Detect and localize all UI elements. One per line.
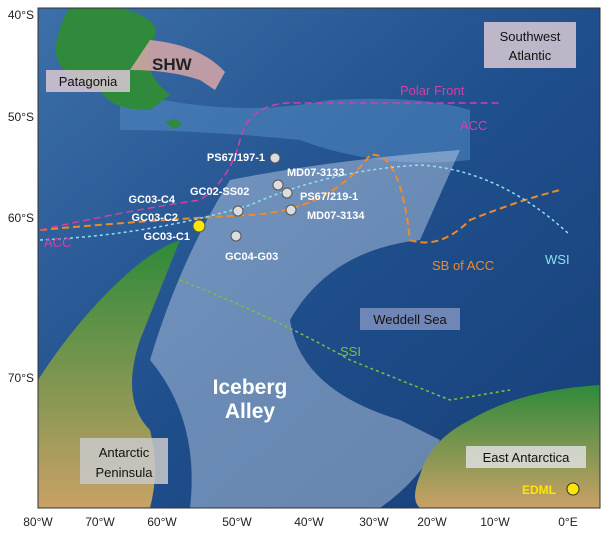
lon-label: 40°W — [294, 515, 324, 529]
ssi-label: SSI — [340, 344, 361, 359]
iceberg-alley-label: Alley — [225, 400, 276, 423]
site-marker — [281, 187, 293, 199]
scotia-ridge — [120, 90, 470, 163]
site-marker — [232, 205, 244, 217]
label-box — [46, 70, 130, 92]
lat-label: 40°S — [8, 8, 34, 22]
iceberg-alley-label: Iceberg — [213, 376, 288, 399]
label-box — [466, 446, 586, 468]
lon-label: 30°W — [359, 515, 389, 529]
lon-label: 60°W — [147, 515, 177, 529]
patagonia-label: Patagonia — [59, 74, 118, 89]
label-box — [484, 22, 576, 68]
falklands — [165, 119, 183, 129]
site-label: GC03-C1 — [144, 231, 190, 243]
lon-label: 0°E — [558, 515, 577, 529]
antarctic-peninsula-label: Antarctic — [99, 445, 150, 460]
site-marker — [192, 219, 206, 233]
polar-front-line — [39, 102, 500, 231]
site-label: PS67/197-1 — [207, 152, 265, 164]
wsi-label: WSI — [545, 252, 570, 267]
acc-west-label: ACC — [44, 235, 71, 250]
antarctic-peninsula-label: Peninsula — [95, 465, 153, 480]
wsi-line — [39, 164, 571, 241]
site-marker — [269, 152, 281, 164]
lon-label: 10°W — [480, 515, 510, 529]
site-label: GC02-SS02 — [190, 186, 249, 198]
lon-label: 20°W — [417, 515, 447, 529]
site-label: GC04-G03 — [225, 251, 278, 263]
east-antarctica-label: East Antarctica — [483, 450, 570, 465]
patagonia-land — [55, 8, 170, 110]
shw-arrow — [130, 40, 225, 90]
site-marker — [285, 204, 297, 216]
map-frame — [37, 7, 601, 509]
site-marker — [230, 230, 242, 242]
ssi-line — [179, 279, 511, 401]
iceberg-alley-area — [150, 150, 460, 508]
acc-east-label: ACC — [460, 118, 487, 133]
site-marker — [272, 179, 284, 191]
weddell-sea-label: Weddell Sea — [373, 312, 447, 327]
edml-site — [566, 482, 580, 496]
site-label: MD07-3134 — [307, 210, 365, 222]
lat-label: 70°S — [8, 371, 34, 385]
site-label: PS67/219-1 — [300, 191, 358, 203]
lon-label: 70°W — [85, 515, 115, 529]
southwest-atlantic-label: Atlantic — [509, 48, 552, 63]
polar-front-label: Polar Front — [400, 83, 465, 98]
edml-label: EDML — [522, 483, 556, 497]
southwest-atlantic-label: Southwest — [500, 29, 561, 44]
lon-label: 80°W — [23, 515, 53, 529]
site-label: GC03-C4 — [129, 194, 176, 206]
label-box — [80, 438, 168, 484]
site-label: GC03-C2 — [132, 212, 178, 224]
shw-label: SHW — [152, 55, 193, 74]
lat-label: 60°S — [8, 211, 34, 225]
lat-label: 50°S — [8, 110, 34, 124]
lon-label: 50°W — [222, 515, 252, 529]
sb-acc-line — [39, 153, 561, 244]
site-label: MD07-3133 — [287, 167, 344, 179]
label-box — [360, 308, 460, 330]
sb-acc-label: SB of ACC — [432, 258, 494, 273]
